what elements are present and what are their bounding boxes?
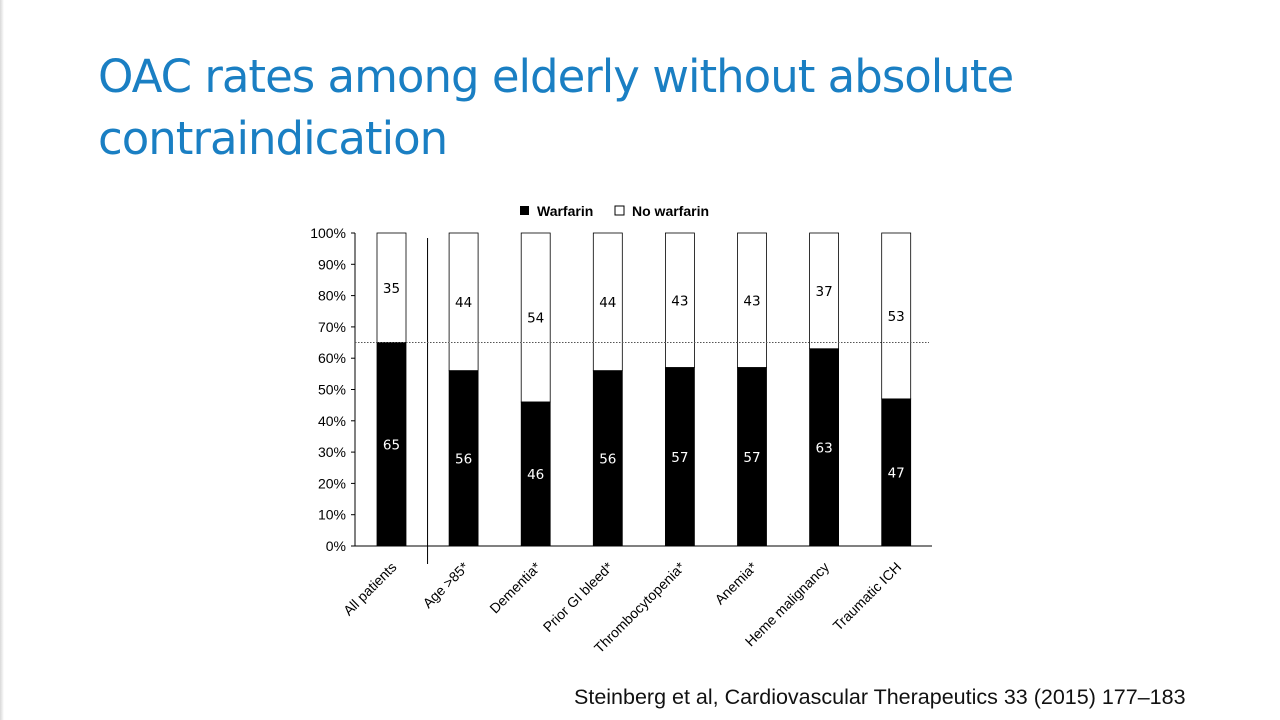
y-tick-label: 100% <box>310 225 346 241</box>
data-label-no-warfarin: 43 <box>671 293 688 309</box>
data-label-warfarin: 46 <box>527 467 544 483</box>
legend-label-warfarin: Warfarin <box>537 203 593 219</box>
data-label-warfarin: 57 <box>743 450 760 466</box>
y-tick-label: 40% <box>318 413 346 429</box>
y-tick-label: 80% <box>318 288 346 304</box>
data-label-no-warfarin: 44 <box>599 295 616 311</box>
bar-no-warfarin <box>665 232 695 368</box>
slide-left-edge <box>0 0 4 720</box>
chart-legend: Warfarin No warfarin <box>520 203 709 219</box>
x-category-label: Age >85* <box>419 558 472 611</box>
bar-warfarin <box>448 370 479 547</box>
legend-swatch-warfarin <box>520 206 529 215</box>
slide-title: OAC rates among elderly without absolute… <box>98 46 1198 170</box>
data-label-warfarin: 56 <box>455 451 472 467</box>
data-label-warfarin: 47 <box>888 465 905 481</box>
data-label-no-warfarin: 44 <box>455 295 472 311</box>
bar-no-warfarin <box>376 232 407 343</box>
data-label-no-warfarin: 54 <box>527 311 544 327</box>
y-tick-label: 70% <box>318 319 346 335</box>
x-category-label: Traumatic ICH <box>830 559 905 634</box>
bar-no-warfarin <box>592 232 623 372</box>
y-tick-label: 60% <box>318 350 346 366</box>
y-tick-label: 0% <box>326 538 346 554</box>
y-tick-label: 90% <box>318 256 346 272</box>
data-label-no-warfarin: 43 <box>743 293 760 309</box>
data-label-warfarin: 65 <box>383 437 400 453</box>
y-tick-label: 10% <box>318 507 346 523</box>
y-tick-label: 50% <box>318 382 346 398</box>
slide-title-line-1: OAC rates among elderly without absolute <box>98 50 1014 103</box>
data-label-warfarin: 57 <box>671 450 688 466</box>
data-label-no-warfarin: 37 <box>816 284 833 300</box>
bar-warfarin <box>665 367 695 547</box>
bar-warfarin <box>592 370 623 547</box>
bar-no-warfarin <box>520 232 551 403</box>
data-label-no-warfarin: 35 <box>383 281 400 297</box>
data-label-warfarin: 56 <box>599 451 616 467</box>
legend-swatch-no-warfarin <box>614 205 625 216</box>
x-category-label: All patients <box>340 559 400 619</box>
bar-no-warfarin <box>881 232 912 400</box>
y-axis: 0% 10% 20% 30% 40% 50% 60% 70% 80% 90% 100% <box>310 225 356 554</box>
bar-warfarin <box>520 401 551 547</box>
x-axis-labels: All patients Age >85* Dementia*Prior GI bl… <box>340 558 904 656</box>
x-category-label: Prior GI bleed* <box>540 558 617 635</box>
y-tick-label: 20% <box>318 475 346 491</box>
y-tick-label: 30% <box>318 444 346 460</box>
bar-no-warfarin <box>448 232 479 372</box>
data-label-no-warfarin: 53 <box>888 309 905 325</box>
bars: 65 35 56 44 46 54 56 44 57 43 57 43 63 37 47 53 <box>355 232 932 564</box>
x-category-label: Dementia* <box>486 558 544 616</box>
citation: Steinberg et al, Cardiovascular Therapeu… <box>574 685 1186 709</box>
bar-no-warfarin <box>737 232 767 368</box>
legend-label-no-warfarin: No warfarin <box>632 203 709 219</box>
bar-warfarin <box>376 342 407 547</box>
bar-warfarin <box>809 348 839 547</box>
data-label-warfarin: 63 <box>816 440 833 456</box>
slide-title-line-2: contraindication <box>98 112 448 165</box>
x-category-label: Anemia* <box>711 558 760 607</box>
